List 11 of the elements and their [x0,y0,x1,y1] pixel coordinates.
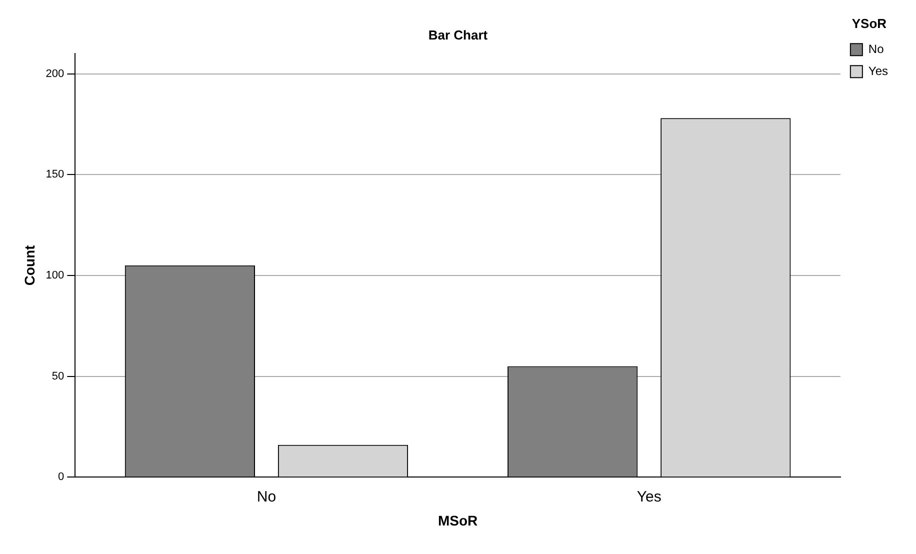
chart-title: Bar Chart [428,27,488,42]
y-tick-label: 50 [52,370,64,382]
y-tick-label: 100 [46,270,64,282]
y-axis-title: Count [21,244,38,286]
y-tick-label: 200 [46,68,64,80]
y-tick-label: 150 [46,168,64,181]
legend-title: YSoR [852,16,888,32]
y-tick-label: 0 [58,471,64,484]
legend-label: Yes [868,64,888,78]
legend-label: No [868,42,884,56]
x-axis-title: MSoR [438,512,478,528]
